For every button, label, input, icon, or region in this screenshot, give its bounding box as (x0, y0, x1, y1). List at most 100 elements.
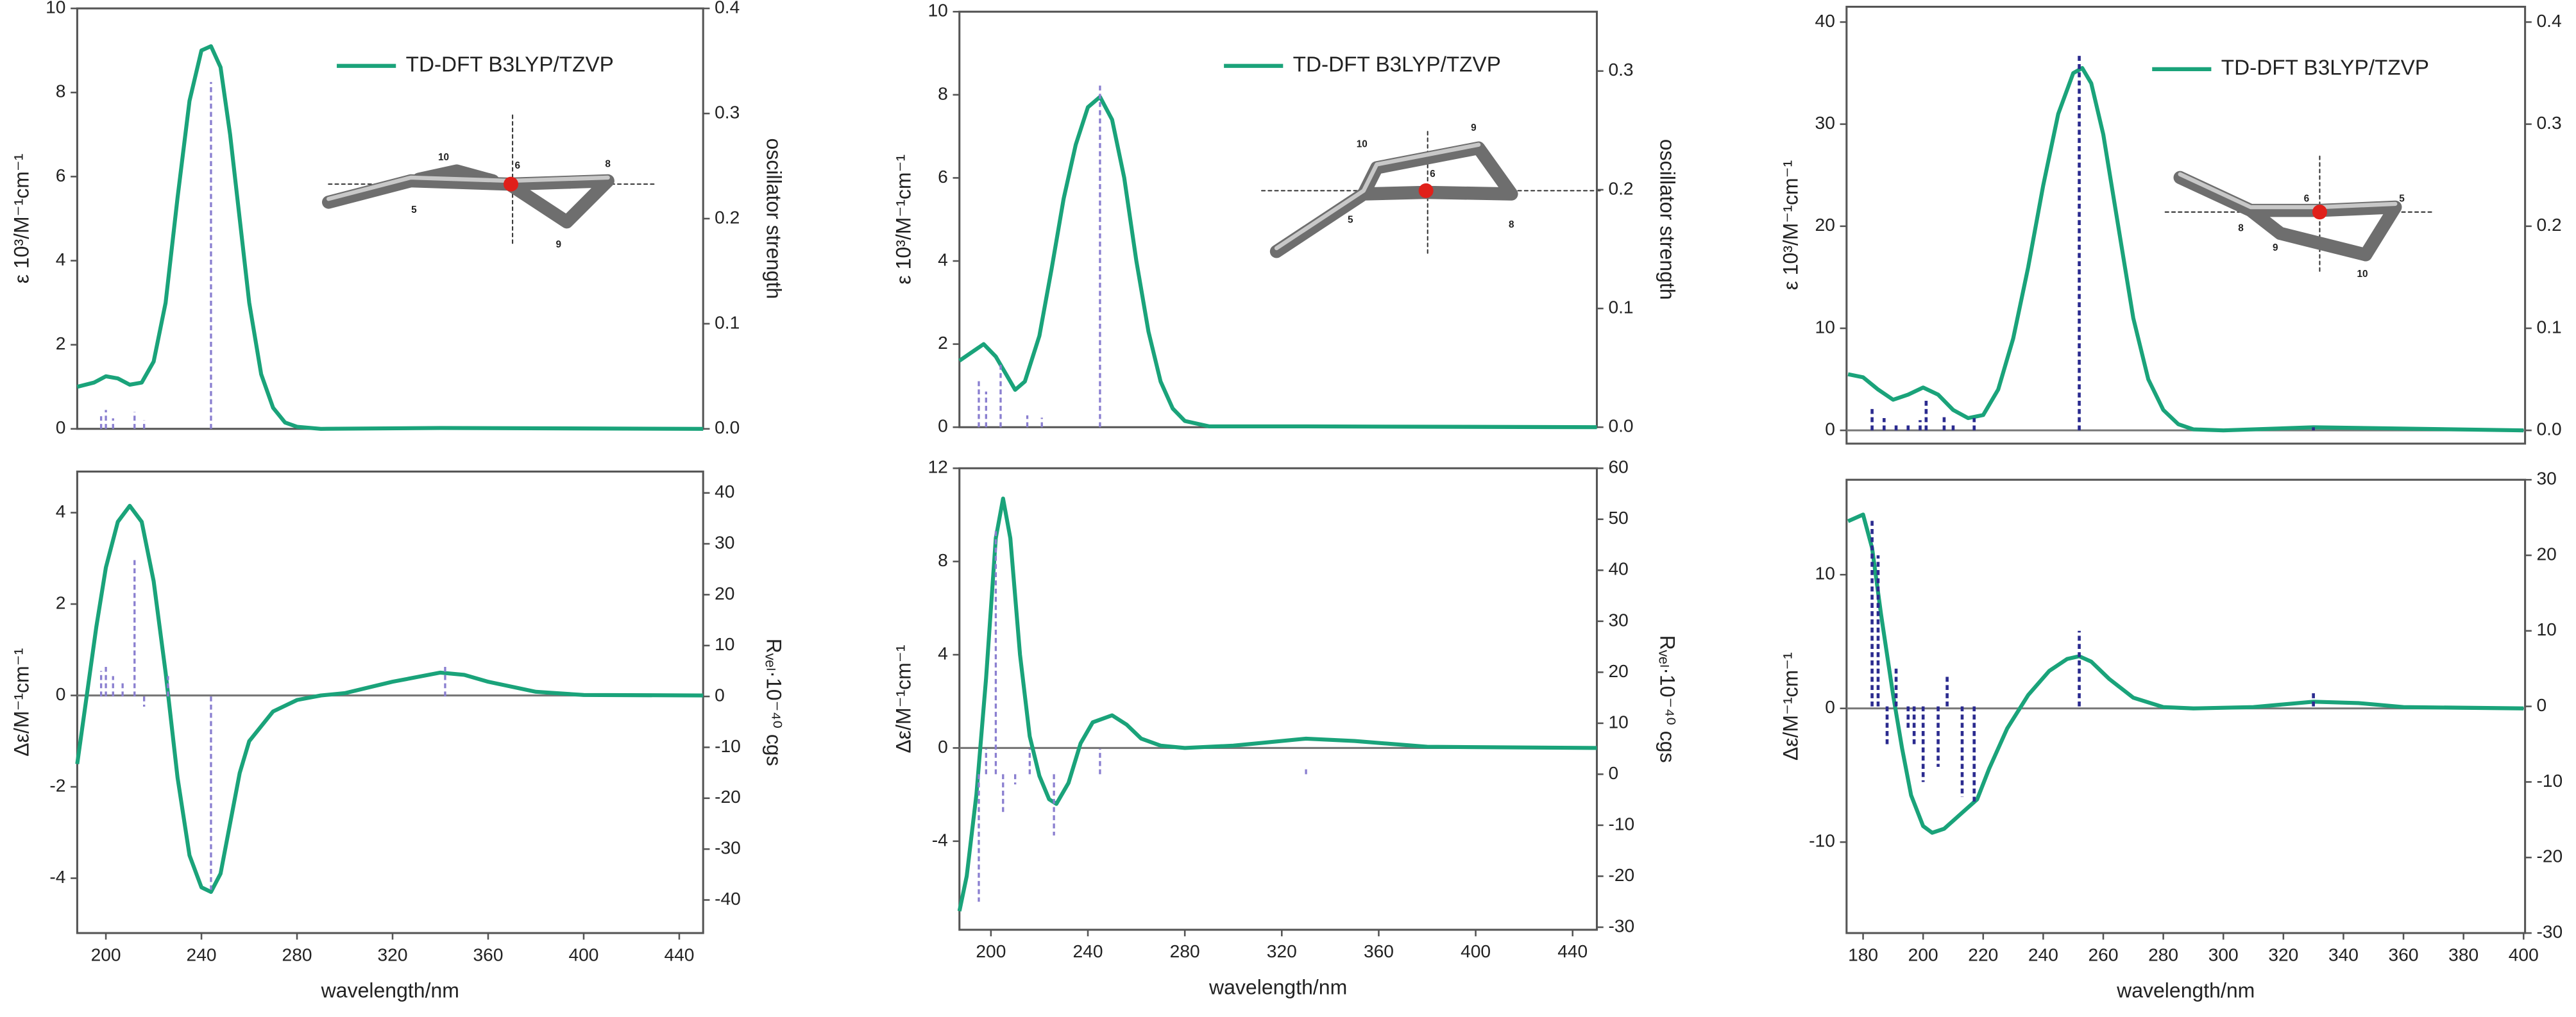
y-tick-label: 10 (1815, 563, 1835, 584)
y2-tick-label: 20 (2537, 543, 2557, 564)
y2-tick-label: -30 (715, 837, 741, 858)
y-tick-label: 0 (938, 416, 948, 436)
atom-label: 9 (2273, 242, 2278, 253)
y-tick-label: 8 (938, 550, 948, 570)
y2-tick-label: 10 (1608, 711, 1628, 732)
x-tick-label: 400 (1461, 941, 1491, 961)
plot-frame (76, 470, 704, 934)
y2-tick-label: 60 (1608, 457, 1628, 477)
y2-tick-label: 10 (2537, 619, 2557, 639)
y2-tick-label: 0.2 (715, 206, 740, 227)
y-tick-label: 4 (938, 249, 948, 269)
y2-tick-label: -20 (2537, 846, 2563, 866)
y-tick-label: 6 (938, 166, 948, 187)
y2-tick-label: -20 (715, 786, 741, 807)
y-tick-label: 8 (56, 81, 66, 101)
y2-tick-label: 30 (2537, 468, 2557, 489)
y2-tick-label: 0.1 (1608, 297, 1633, 317)
x-tick-label: 240 (1073, 941, 1103, 961)
x-tick-label: 200 (1908, 944, 1938, 964)
x-tick-label: 220 (1968, 944, 1998, 964)
x-tick-label: 240 (2028, 944, 2058, 964)
legend-label: TD-DFT B3LYP/TZVP (1293, 53, 1501, 77)
y2-tick-label: 0.4 (715, 0, 740, 17)
y2-tick-label: 0.1 (715, 312, 740, 332)
x-tick-label: 440 (664, 944, 694, 964)
y2-tick-label: 0.4 (2537, 10, 2562, 31)
atom-label: 5 (1348, 215, 1353, 226)
y-tick-label: 0 (56, 684, 66, 704)
y2-tick-label: 0.3 (715, 101, 740, 122)
x-tick-label: 360 (1364, 941, 1394, 961)
y-tick-label: -4 (932, 829, 948, 850)
spectrum-line (957, 496, 1597, 912)
atom-label: 10 (438, 152, 449, 163)
x-tick-label: 320 (2268, 944, 2298, 964)
molecule (1260, 131, 1603, 258)
atom-label: 6 (515, 160, 521, 171)
atom-label: 5 (411, 205, 417, 215)
atom-label: 6 (1430, 169, 1436, 180)
x-tick-label: 280 (2148, 944, 2178, 964)
y2-tick-label: 0 (2537, 694, 2547, 715)
plot-frame (958, 10, 1598, 428)
atom-label: 9 (556, 239, 562, 250)
spectrum-line (1847, 512, 2524, 835)
y-tick-label: 8 (938, 83, 948, 103)
y-tick-label: 10 (1815, 316, 1835, 337)
x-tick-label: 180 (1848, 944, 1878, 964)
x-tick-label: 200 (91, 944, 121, 964)
x-tick-label: 280 (282, 944, 312, 964)
y2-tick-label: -40 (715, 888, 741, 909)
atom-label: 10 (1357, 139, 1368, 150)
y2-tick-label: 30 (715, 532, 734, 552)
y-tick-label: 0 (1825, 419, 1835, 439)
y2-tick-label: 0 (715, 685, 725, 705)
y-tick-label: -4 (49, 866, 65, 887)
y2-axis-title: oscillator strength (1656, 139, 1679, 300)
y-axis-title: ε 10³/M⁻¹cm⁻¹ (892, 155, 915, 285)
plot-frame (1845, 6, 2527, 445)
y-tick-label: -10 (1809, 830, 1835, 851)
x-tick-label: 440 (1557, 941, 1588, 961)
y-axis-title: Δε/M⁻¹cm⁻¹ (1779, 652, 1802, 761)
x-tick-label: 260 (2089, 944, 2119, 964)
x-tick-label: 360 (473, 944, 504, 964)
x-tick-label: 320 (378, 944, 408, 964)
atom-label: 5 (2399, 193, 2405, 204)
y2-tick-label: 50 (1608, 507, 1628, 528)
y2-tick-label: 0 (1608, 762, 1618, 783)
y2-tick-label: 10 (715, 634, 734, 654)
y2-tick-label: -20 (1608, 864, 1634, 885)
y2-tick-label: -30 (2537, 921, 2563, 942)
y-tick-label: 0 (56, 417, 66, 437)
spectrum-line (958, 94, 1597, 430)
x-axis-title: wavelength/nm (1208, 976, 1347, 999)
y-axis-title: Δε/M⁻¹cm⁻¹ (10, 648, 33, 757)
atom-label: 8 (1509, 219, 1514, 230)
y-tick-label: 12 (928, 457, 947, 477)
y2-tick-label: 0.0 (715, 417, 740, 437)
y2-tick-label: 20 (1608, 660, 1628, 681)
molecule (321, 114, 655, 248)
y2-tick-label: -10 (1608, 813, 1634, 834)
spectrum-line (76, 44, 704, 431)
y-axis-title: ε 10³/M⁻¹cm⁻¹ (1779, 160, 1802, 290)
y-tick-label: 40 (1815, 10, 1835, 31)
atom-label: 10 (2357, 269, 2368, 280)
legend-label: TD-DFT B3LYP/TZVP (406, 53, 614, 77)
y-tick-label: 4 (56, 501, 66, 521)
x-tick-label: 240 (187, 944, 217, 964)
x-tick-label: 360 (2389, 944, 2419, 964)
y2-tick-label: 40 (715, 481, 734, 501)
y2-tick-label: 40 (1608, 559, 1628, 579)
x-tick-label: 320 (1267, 941, 1297, 961)
plot-frame (958, 467, 1598, 931)
y2-tick-label: -10 (2537, 770, 2563, 791)
y2-tick-label: 0.3 (2537, 112, 2562, 133)
y2-axis-title: oscillator strength (762, 139, 785, 299)
y-tick-label: 2 (56, 592, 66, 612)
y-tick-label: 6 (56, 165, 66, 185)
